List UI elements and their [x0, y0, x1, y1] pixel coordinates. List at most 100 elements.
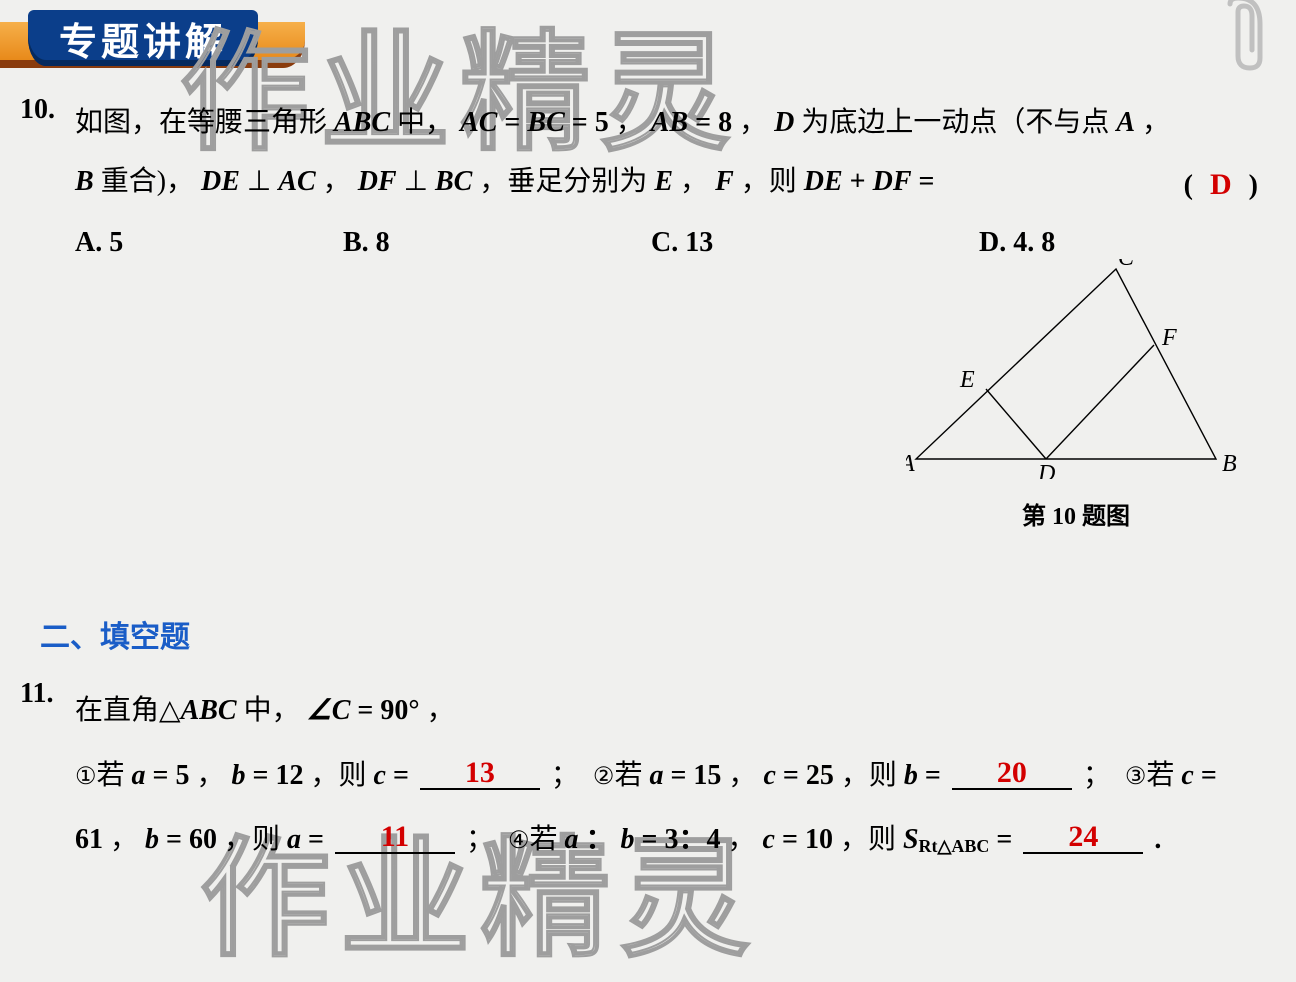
b3: b	[145, 824, 159, 855]
q10-t3c: ，	[1142, 107, 1170, 138]
q10-t3b: 为底边上一动点（不与点	[801, 107, 1109, 138]
v: 10	[805, 824, 833, 855]
option-b: B. 8	[343, 214, 643, 273]
triangle-diagram: A B C D E F	[906, 259, 1246, 479]
eq: =	[783, 760, 806, 791]
blank-3: 11	[335, 822, 455, 854]
eq: =	[1201, 760, 1217, 791]
v: 25	[806, 760, 834, 791]
t: 若	[97, 760, 125, 791]
q10-5: 5	[595, 107, 609, 138]
eq: =	[670, 760, 693, 791]
question-11: 11. 在直角△ABC 中， ∠C = 90° ， ①若 a = 5 ， b =…	[20, 678, 1276, 872]
a3: a	[287, 824, 301, 855]
q10-DF: DF	[358, 166, 397, 197]
rv: 3：4	[665, 824, 721, 855]
q11-number: 11.	[20, 678, 75, 872]
eq: =	[782, 824, 805, 855]
q11-prefix: 在直角	[75, 695, 159, 726]
comma: ，	[680, 166, 708, 197]
b: b	[232, 760, 246, 791]
comma: ，	[616, 107, 644, 138]
q10-answer: D	[1200, 168, 1242, 201]
q11-abc: ABC	[181, 695, 237, 726]
v: 61	[75, 824, 103, 855]
q10-t6: ，则	[741, 166, 797, 197]
label-E: E	[959, 367, 975, 393]
q10-t2: 中，	[397, 107, 453, 138]
eq: =	[504, 107, 527, 138]
tri-sym: △	[159, 694, 181, 725]
circ4: ④	[508, 814, 530, 869]
comma: ，	[427, 695, 455, 726]
label-F: F	[1161, 325, 1177, 351]
q10-F: F	[715, 166, 734, 197]
t: 若	[1146, 760, 1174, 791]
angleC: ∠C	[307, 695, 351, 726]
t: 若	[614, 760, 642, 791]
eq: =	[925, 760, 948, 791]
c3: c	[1181, 760, 1193, 791]
eq: =	[695, 107, 718, 138]
perp: ⊥	[247, 166, 278, 197]
q10-B2: B	[75, 166, 101, 197]
q10-ac: AC	[460, 107, 497, 138]
q10-bc: BC	[527, 107, 564, 138]
eq: =	[253, 760, 276, 791]
q11-body: 在直角△ABC 中， ∠C = 90° ， ①若 a = 5 ， b = 12 …	[75, 678, 1276, 872]
question-10: 10. 如图，在等腰三角形 ABC 中， AC = BC = 5 ， AB = …	[20, 94, 1276, 272]
v: 12	[275, 760, 303, 791]
then: ，则	[840, 824, 896, 855]
sep: ；	[1083, 760, 1118, 791]
ra: a	[565, 824, 579, 855]
t: 若	[530, 824, 558, 855]
v: 5	[176, 760, 190, 791]
v: 60	[189, 824, 217, 855]
b2: b	[904, 760, 918, 791]
comma: ，	[197, 760, 225, 791]
q10-AC2: AC	[278, 166, 315, 197]
v: 15	[693, 760, 721, 791]
q10-BC2: BC	[435, 166, 472, 197]
comma: ，	[728, 824, 756, 855]
eq: =	[357, 695, 380, 726]
colon: ：	[586, 824, 614, 855]
q10-8: 8	[718, 107, 732, 138]
section-2-title: 二、填空题	[40, 612, 1276, 656]
circ2: ②	[593, 750, 615, 805]
q10-body: 如图，在等腰三角形 ABC 中， AC = BC = 5 ， AB = 8 ， …	[75, 94, 1276, 272]
blank-1: 13	[420, 758, 540, 790]
then: ，则	[224, 824, 280, 855]
label-D: D	[1037, 461, 1055, 479]
q10-DE2: DE	[804, 166, 843, 197]
q10-DE: DE	[201, 166, 240, 197]
eq: =	[166, 824, 189, 855]
then: ，则	[310, 760, 366, 791]
plus: +	[850, 166, 873, 197]
comma: ，	[110, 824, 138, 855]
eq: =	[153, 760, 176, 791]
sep: ；	[551, 760, 586, 791]
q10-ab: AB	[651, 107, 688, 138]
q10-A2: A	[1116, 107, 1135, 138]
q10-number: 10.	[20, 94, 75, 272]
figure-caption: 第 10 题图	[906, 496, 1246, 531]
eq: =	[308, 824, 331, 855]
circ3: ③	[1125, 750, 1147, 805]
q10-t5: ，垂足分别为	[479, 166, 647, 197]
q10-abc: ABC	[334, 107, 390, 138]
page-content: 10. 如图，在等腰三角形 ABC 中， AC = BC = 5 ， AB = …	[20, 94, 1276, 952]
c: c	[374, 760, 386, 791]
eq: =	[393, 760, 416, 791]
q11-mid: 中，	[244, 695, 300, 726]
comma: ，	[728, 760, 756, 791]
label-B: B	[1222, 451, 1237, 477]
comma: ，	[739, 107, 767, 138]
rb: b	[621, 824, 635, 855]
blank-2: 20	[952, 758, 1072, 790]
q10-DF2: DF	[873, 166, 912, 197]
option-a: A. 5	[75, 214, 335, 273]
q10-E: E	[654, 166, 673, 197]
label-C: C	[1118, 259, 1135, 271]
c4: c	[763, 824, 775, 855]
